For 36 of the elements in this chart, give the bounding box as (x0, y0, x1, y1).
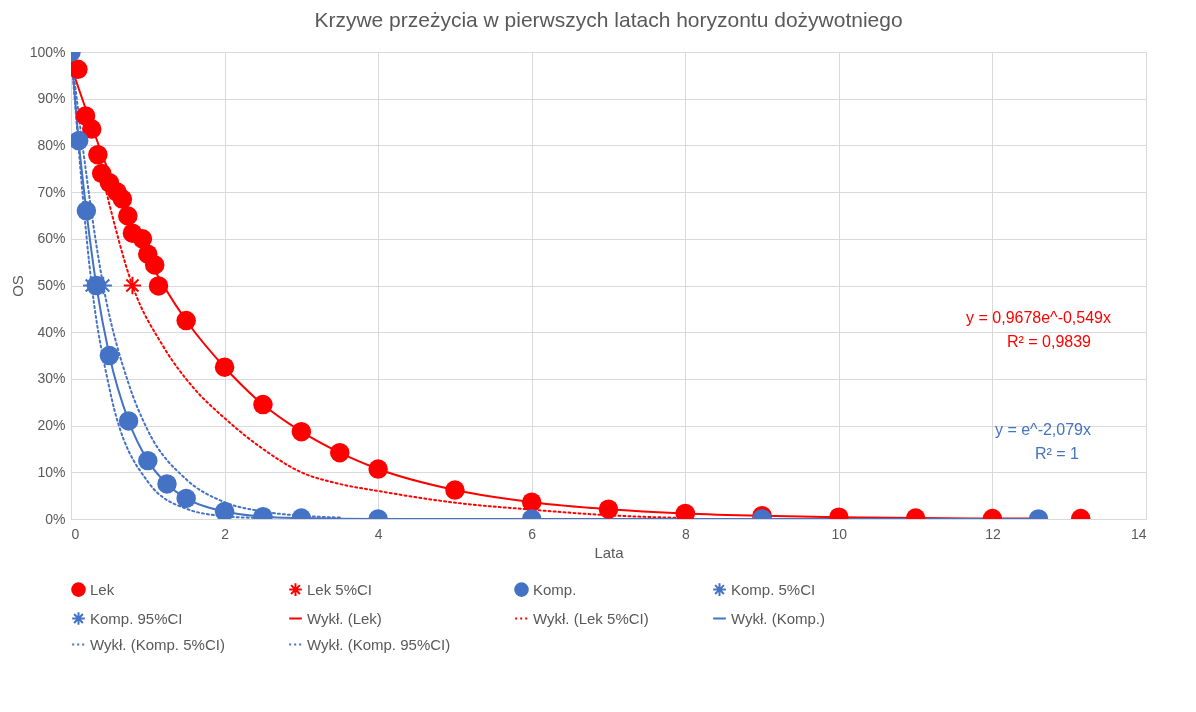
x-tick-label: 10 (831, 525, 848, 542)
legend-label: Wykł. (Komp. 5%CI) (90, 635, 225, 653)
legend-label: Wykł. (Lek) (307, 609, 382, 627)
legend-label: Komp. 5%CI (731, 580, 816, 598)
annotation: R² = 1 (1034, 445, 1080, 463)
x-tick-label: 4 (374, 525, 383, 542)
y-tick-label: 50% (37, 277, 66, 293)
y-tick-label: 100% (29, 43, 66, 60)
x-tick-label: 0 (71, 525, 80, 542)
y-tick-label: 40% (37, 323, 66, 340)
legend-label: Komp. (533, 580, 577, 598)
x-tick-label: 8 (681, 525, 690, 542)
legend-label: Komp. 95%CI (90, 609, 183, 627)
legend-label: Wykł. (Komp.) (731, 609, 826, 627)
x-tick-label: 14 (1130, 525, 1147, 542)
chart-title: Krzywe przeżycia w pierwszych latach horyzontu dożywotniego (314, 8, 903, 31)
x-axis-title: Lata (594, 543, 625, 561)
x-tick-label: 12 (985, 525, 1001, 542)
y-tick-label: 80% (37, 136, 66, 153)
y-tick-label: 90% (37, 90, 66, 107)
y-axis-title: OS (8, 275, 26, 297)
y-tick-label: 70% (37, 183, 66, 200)
annotation: y = e^-2,079x (994, 421, 1091, 439)
x-tick-label: 6 (528, 525, 537, 542)
annotation: R² = 0,9839 (1006, 333, 1092, 351)
y-tick-label: 10% (37, 463, 66, 480)
y-tick-label: 30% (37, 370, 66, 387)
x-tick-label: 2 (221, 525, 230, 542)
annotation: y = 0,9678e^-0,549x (966, 309, 1111, 327)
legend-label: Lek 5%CI (307, 580, 373, 598)
y-tick-label: 0% (45, 510, 66, 527)
legend-label: Wykł. (Lek 5%CI) (533, 609, 649, 627)
legend-label: Lek (90, 580, 115, 598)
y-tick-label: 60% (37, 230, 66, 247)
legend-label: Wykł. (Komp. 95%CI) (307, 635, 451, 653)
y-tick-label: 20% (37, 417, 66, 434)
